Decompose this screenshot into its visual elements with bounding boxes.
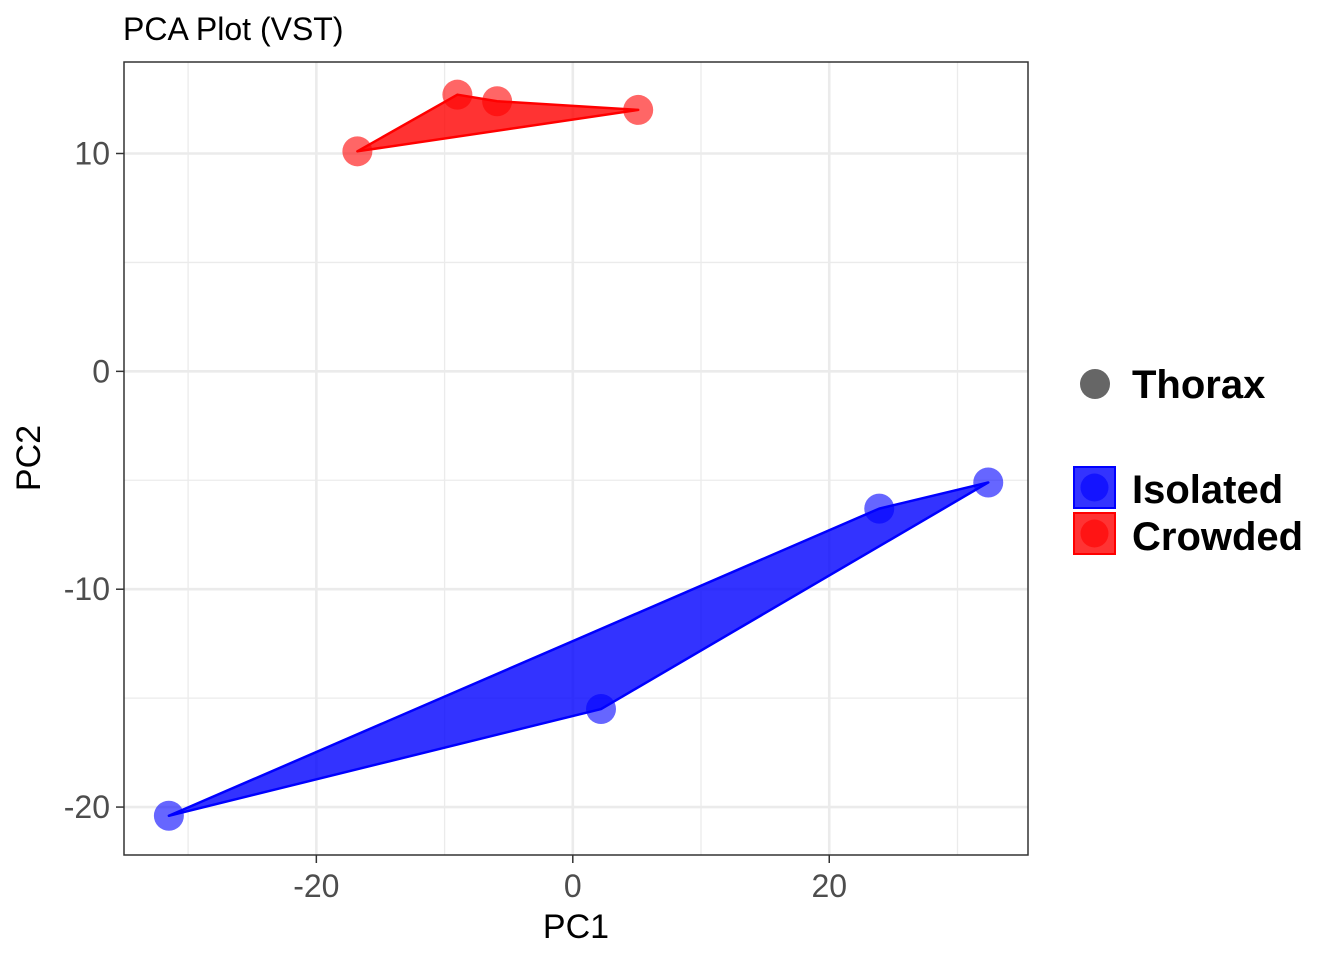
legend-crowded-dot [1080, 519, 1109, 548]
x-tick-label: 0 [564, 868, 582, 904]
group-hulls [167, 93, 990, 818]
isolated-hull [167, 481, 990, 818]
x-axis-title: PC1 [543, 908, 609, 946]
legend: Thorax Isolated Crowded [1073, 363, 1303, 559]
legend-isolated-dot [1080, 473, 1109, 502]
isolated-point [973, 467, 1004, 498]
minor-gridlines [124, 62, 1028, 855]
plot-panel-border [123, 61, 1029, 856]
x-axis-ticks: -20 0 20 [293, 855, 847, 904]
isolated-point [153, 800, 184, 831]
y-axis-title: PC2 [10, 425, 48, 491]
crowded-point [482, 86, 513, 117]
y-tick-label: -20 [64, 789, 110, 825]
data-points [153, 79, 1004, 831]
y-tick-label: 10 [74, 136, 110, 172]
x-tick-label: -20 [293, 868, 339, 904]
y-tick-label: 0 [92, 353, 110, 389]
legend-thorax-marker [1080, 369, 1110, 399]
legend-crowded-label: Crowded [1132, 515, 1303, 559]
legend-thorax-label: Thorax [1132, 363, 1265, 407]
x-tick-label: 20 [811, 868, 847, 904]
major-gridlines [124, 62, 1028, 855]
y-axis-ticks: -20 -10 0 10 [64, 136, 124, 825]
legend-isolated-label: Isolated [1132, 468, 1283, 512]
crowded-point [342, 136, 373, 167]
crowded-point [623, 94, 654, 125]
crowded-point [442, 79, 473, 110]
y-tick-label: -10 [64, 571, 110, 607]
isolated-point [864, 493, 895, 524]
isolated-point [586, 694, 617, 725]
chart-title: PCA Plot (VST) [123, 11, 344, 47]
